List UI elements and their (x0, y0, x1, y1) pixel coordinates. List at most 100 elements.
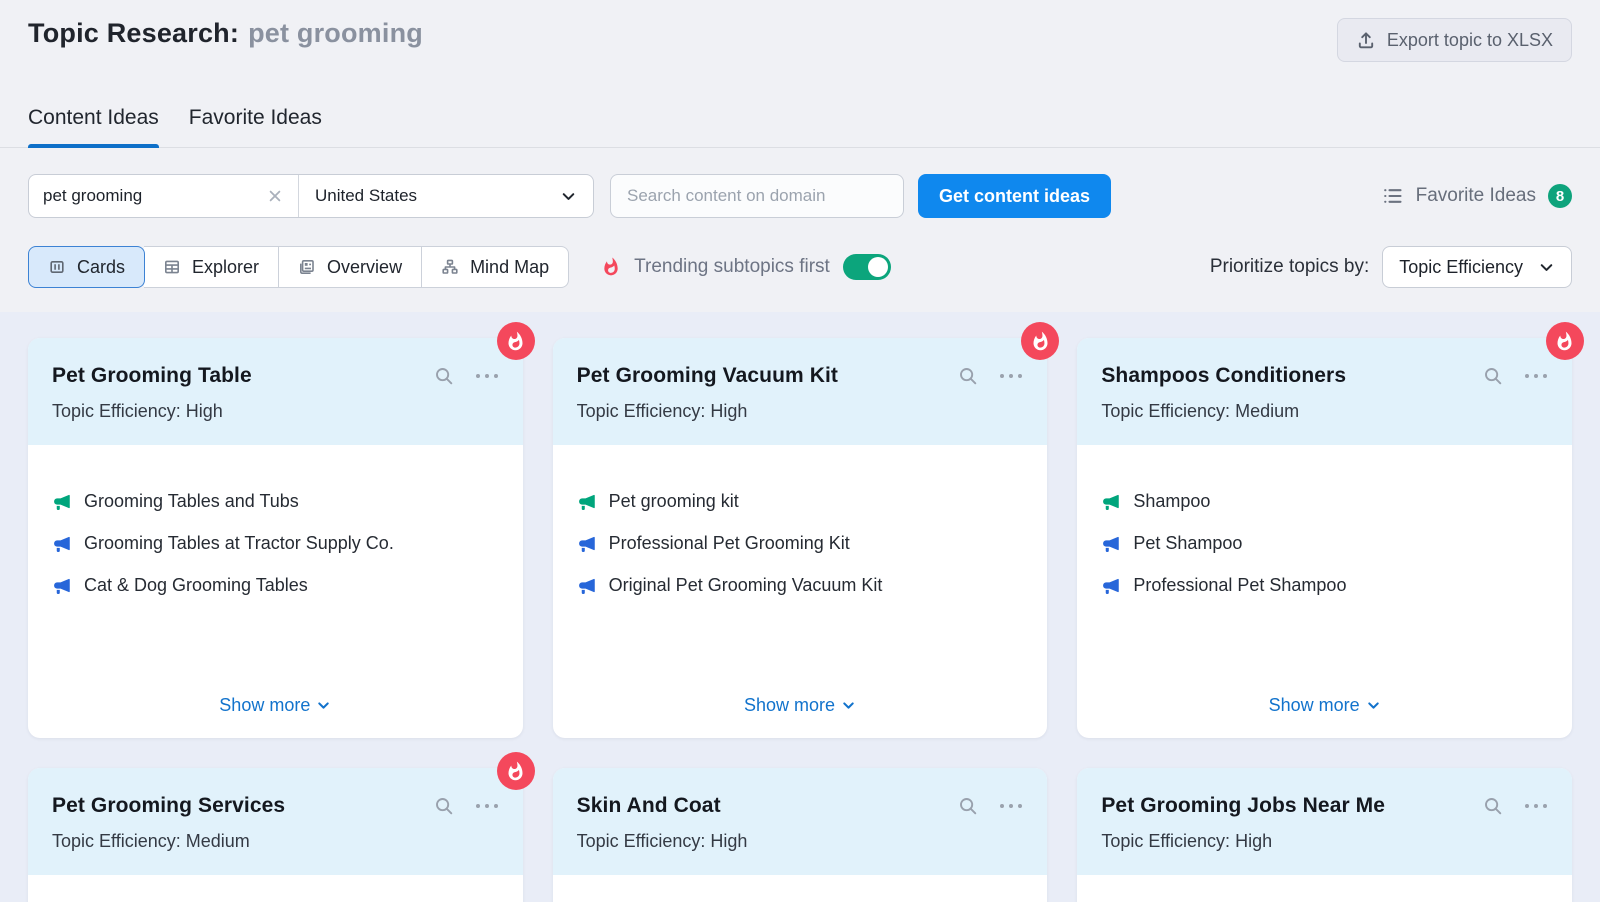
ellipsis-icon[interactable] (475, 373, 499, 379)
idea-list-item[interactable]: Pet grooming kit (577, 491, 1024, 512)
page-header-section: Topic Research: pet grooming Export topic… (0, 0, 1600, 148)
view-overview-label: Overview (327, 256, 403, 277)
domain-search-input[interactable] (610, 174, 904, 218)
card-body: Pet grooming kit Professional Pet Groomi… (553, 445, 1048, 738)
keyword-input[interactable] (43, 186, 266, 206)
tab-content-ideas[interactable]: Content Ideas (28, 106, 159, 148)
card-title: Pet Grooming Vacuum Kit (576, 364, 838, 387)
get-content-ideas-button[interactable]: Get content ideas (918, 174, 1112, 218)
card-title: Pet Grooming Services (52, 794, 286, 817)
card-body: Show more (1077, 875, 1572, 902)
chevron-down-icon (560, 188, 577, 205)
topic-efficiency: Topic Efficiency: High (577, 401, 1024, 422)
idea-list-item-label: Original Pet Grooming Vacuum Kit (608, 575, 883, 595)
idea-list-item[interactable]: Professional Pet Grooming Kit (577, 533, 1024, 554)
explorer-table-icon (163, 258, 181, 276)
topic-efficiency-value: High (185, 401, 223, 421)
country-select-value: United States (315, 186, 418, 205)
topic-efficiency: Topic Efficiency: High (1101, 831, 1548, 852)
favorite-ideas-count-badge: 8 (1548, 184, 1572, 208)
show-more-label: Show more (743, 695, 836, 715)
trending-flame-badge (496, 322, 535, 360)
idea-list-item[interactable]: Grooming Tables and Tubs (52, 491, 499, 512)
card-title: Pet Grooming Jobs Near Me (1101, 794, 1386, 817)
filters-section: United States Get content ideas Favorite (0, 148, 1600, 288)
magnifier-icon[interactable] (1482, 365, 1504, 387)
view-mindmap-button[interactable]: Mind Map (422, 246, 570, 288)
card-header: Pet Grooming Vacuum Kit Topic Efficiency… (552, 338, 1048, 445)
magnifier-icon[interactable] (957, 365, 979, 387)
trending-subtopics-toggle[interactable] (842, 254, 891, 280)
keyword-country-group: United States (28, 174, 594, 218)
prioritize-select-value: Topic Efficiency (1399, 256, 1523, 277)
megaphone-icon (52, 492, 71, 511)
megaphone-icon (52, 534, 71, 553)
trending-subtopics-label: Trending subtopics first (634, 256, 830, 277)
idea-list: Grooming Tables and Tubs Grooming Tables… (52, 491, 499, 596)
card-title: Pet Grooming Table (52, 364, 252, 387)
idea-list-item[interactable]: Shampoo (1101, 491, 1548, 512)
topic-efficiency-label: Topic Efficiency: (52, 831, 181, 851)
idea-list: Shampoo Pet Shampoo Professional Pet Sha… (1101, 491, 1548, 596)
view-overview-button[interactable]: Overview (279, 246, 423, 288)
idea-list-item-label: Pet grooming kit (608, 491, 739, 511)
view-cards-label: Cards (77, 256, 126, 277)
topic-card: Pet Grooming Table Topic Efficiency: Hig… (28, 322, 535, 738)
topic-card: Shampoos Conditioners Topic Efficiency: … (1077, 322, 1584, 738)
megaphone-icon (1101, 576, 1120, 595)
export-topic-button[interactable]: Export topic to XLSX (1336, 18, 1572, 62)
ellipsis-icon[interactable] (999, 803, 1023, 809)
tab-favorite-ideas[interactable]: Favorite Ideas (188, 106, 322, 129)
close-icon[interactable] (266, 187, 284, 205)
idea-list-item-label: Grooming Tables at Tractor Supply Co. (84, 533, 394, 553)
topic-efficiency-value: Medium (1235, 401, 1300, 421)
card-title: Shampoos Conditioners (1101, 364, 1347, 387)
idea-list: Pet grooming kit Professional Pet Groomi… (577, 491, 1024, 596)
cards-icon (48, 258, 66, 276)
card-title: Skin And Coat (576, 794, 721, 817)
megaphone-icon (1101, 534, 1120, 553)
idea-list-item[interactable]: Original Pet Grooming Vacuum Kit (577, 575, 1024, 596)
ellipsis-icon[interactable] (1524, 373, 1548, 379)
magnifier-icon[interactable] (957, 795, 979, 817)
upload-icon (1356, 30, 1376, 50)
prioritize-select[interactable]: Topic Efficiency (1382, 246, 1572, 288)
magnifier-icon[interactable] (1482, 795, 1504, 817)
topic-card: Skin And Coat Topic Efficiency: High (552, 768, 1048, 902)
page-title: Topic Research: pet grooming (28, 18, 423, 49)
show-more-link[interactable]: Show more (744, 695, 856, 716)
prioritize-label: Prioritize topics by: (1209, 256, 1370, 277)
idea-list-item[interactable]: Pet Shampoo (1101, 533, 1548, 554)
idea-list-item-label: Shampoo (1133, 491, 1211, 511)
view-cards-button[interactable]: Cards (28, 246, 146, 288)
country-select[interactable]: United States (299, 175, 593, 217)
page-title-label: Topic Research: (28, 18, 240, 48)
magnifier-icon[interactable] (433, 365, 455, 387)
topic-efficiency-label: Topic Efficiency: (52, 401, 181, 421)
megaphone-icon (52, 576, 71, 595)
favorite-ideas-label: Favorite Ideas (1415, 185, 1536, 206)
card-body: Show more (28, 875, 523, 902)
idea-list-item-label: Professional Pet Grooming Kit (608, 533, 850, 553)
card-header: Pet Grooming Jobs Near Me Topic Efficien… (1077, 768, 1572, 875)
show-more-link[interactable]: Show more (1269, 695, 1381, 716)
magnifier-icon[interactable] (433, 795, 455, 817)
idea-list-item-label: Cat & Dog Grooming Tables (84, 575, 308, 595)
card-body: Grooming Tables and Tubs Grooming Tables… (28, 445, 523, 738)
idea-list-item[interactable]: Professional Pet Shampoo (1101, 575, 1548, 596)
topic-efficiency-label: Topic Efficiency: (1101, 401, 1231, 421)
idea-list-item[interactable]: Grooming Tables at Tractor Supply Co. (52, 533, 499, 554)
view-mindmap-label: Mind Map (470, 256, 550, 277)
ellipsis-icon[interactable] (475, 803, 499, 809)
ellipsis-icon[interactable] (1524, 803, 1548, 809)
idea-list-item-label: Professional Pet Shampoo (1133, 575, 1347, 595)
idea-list-item[interactable]: Cat & Dog Grooming Tables (52, 575, 499, 596)
show-more-link[interactable]: Show more (219, 695, 331, 716)
view-explorer-button[interactable]: Explorer (144, 246, 280, 288)
megaphone-icon (577, 534, 596, 553)
topic-efficiency: Topic Efficiency: High (52, 401, 499, 422)
favorite-ideas-link[interactable]: Favorite Ideas 8 (1382, 184, 1572, 208)
ellipsis-icon[interactable] (999, 373, 1023, 379)
idea-list-item-label: Pet Shampoo (1133, 533, 1243, 553)
overview-icon (298, 258, 316, 276)
